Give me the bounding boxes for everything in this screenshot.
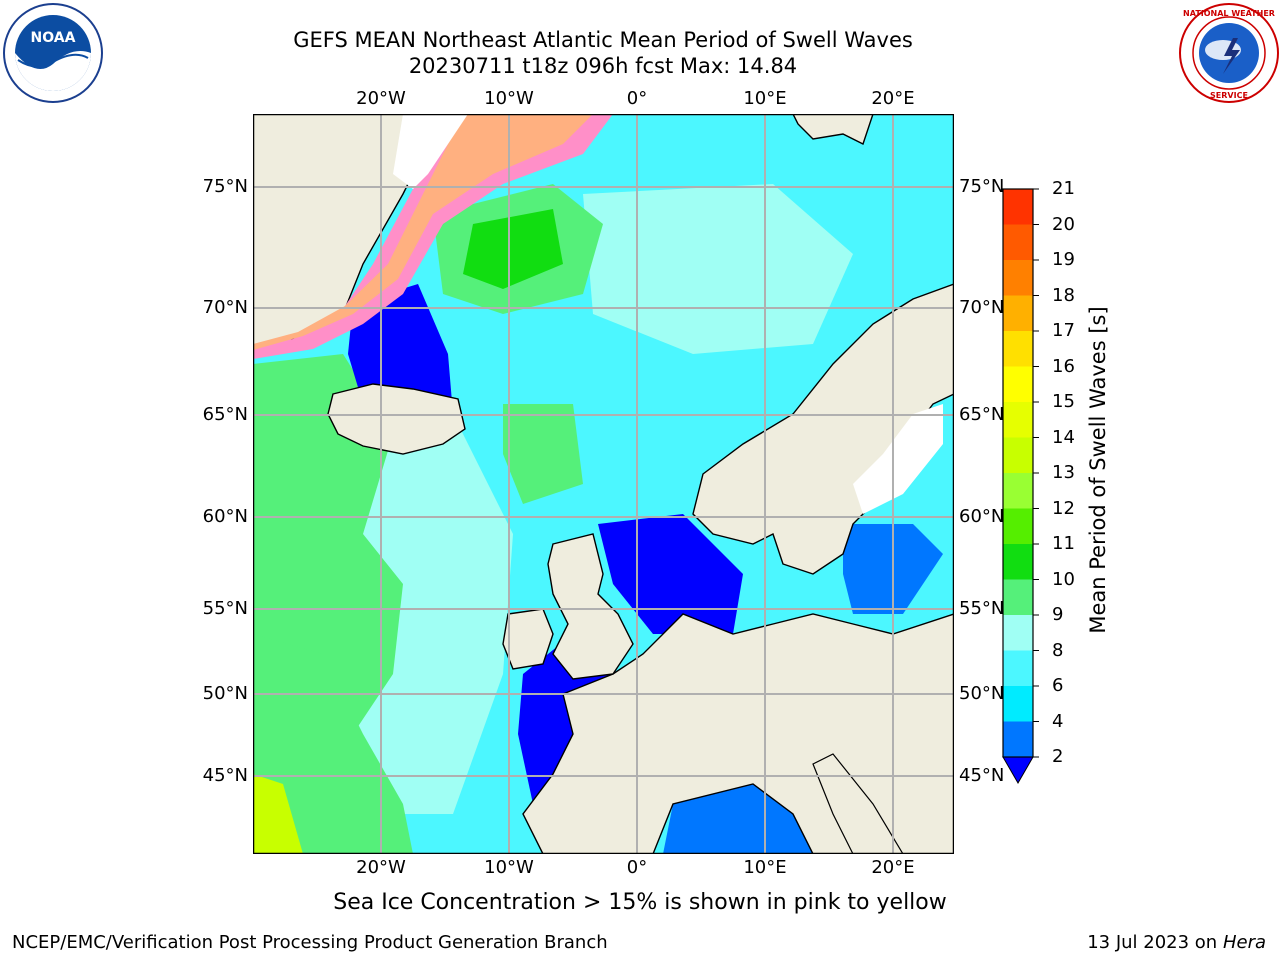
swell-blue-zone-iceland-north — [348, 284, 453, 414]
colorbar-segment — [1003, 402, 1033, 438]
lat-tick-left-70n: 70°N — [202, 297, 248, 318]
lat-tick-right-55n: 55°N — [959, 598, 1005, 619]
colorbar-segment — [1003, 579, 1033, 615]
colorbar-tick-label: 16 — [1052, 355, 1075, 377]
lon-tick-top-20e: 20°E — [871, 88, 915, 109]
swell-green-zone-south — [253, 634, 413, 854]
lon-tick-bottom-10w: 10°W — [484, 857, 534, 878]
lat-tick-left-45n: 45°N — [202, 765, 248, 786]
land-iceland — [327, 383, 466, 455]
lat-tick-left-60n: 60°N — [202, 506, 248, 527]
lat-tick-right-45n: 45°N — [959, 765, 1005, 786]
sea-ice-pack — [393, 114, 468, 189]
colorbar-tick-label: 9 — [1052, 604, 1064, 625]
colorbar-segment — [1003, 721, 1033, 757]
colorbar-segment — [1003, 189, 1033, 225]
lon-tick-top-20w: 20°W — [356, 88, 406, 109]
lon-tick-top-0: 0° — [626, 88, 648, 109]
nws-logo: NATIONAL WEATHER SERVICE — [1179, 3, 1279, 103]
swell-green-zone-north-core — [463, 209, 563, 289]
lat-tick-right-60n: 60°N — [959, 506, 1005, 527]
sea-ice-edge-inner — [253, 114, 593, 350]
lat-tick-left-50n: 50°N — [202, 683, 248, 704]
colorbar-tick-label: 8 — [1052, 639, 1064, 661]
colorbar-segment — [1003, 615, 1033, 651]
lon-tick-top-10e: 10°E — [743, 88, 787, 109]
svg-text:NATIONAL WEATHER: NATIONAL WEATHER — [1183, 9, 1275, 18]
lat-tick-right-75n: 75°N — [959, 176, 1005, 197]
lat-tick-left-65n: 65°N — [202, 404, 248, 425]
colorbar-segment — [1003, 331, 1033, 367]
swell-blue-zone-north-sea — [598, 514, 743, 634]
lon-tick-bottom-10e: 10°E — [743, 857, 787, 878]
colorbar — [1002, 188, 1039, 785]
colorbar-segment — [1003, 508, 1033, 544]
colorbar-extend-arrow — [1002, 756, 1034, 785]
land-svalbard — [792, 114, 874, 145]
colorbar-title: Mean Period of Swell Waves [s] — [1086, 306, 1110, 634]
footer-date: 13 Jul 2023 on Hera — [1087, 932, 1266, 953]
lon-tick-bottom-20e: 20°E — [871, 857, 915, 878]
lon-tick-bottom-20w: 20°W — [356, 857, 406, 878]
colorbar-tick-label: 20 — [1052, 213, 1075, 235]
svg-text:NOAA: NOAA — [31, 30, 76, 46]
land-italy — [812, 753, 904, 854]
svg-text:SERVICE: SERVICE — [1210, 91, 1248, 100]
noaa-logo: NOAA — [3, 3, 103, 103]
lat-tick-left-75n: 75°N — [202, 176, 248, 197]
lat-tick-right-65n: 65°N — [959, 404, 1005, 425]
footer-date-text: 13 Jul 2023 on — [1087, 932, 1223, 953]
sea-ice-note: Sea Ice Concentration > 15% is shown in … — [333, 890, 947, 915]
colorbar-tick-label: 21 — [1052, 178, 1075, 199]
lon-tick-top-10w: 10°W — [484, 88, 534, 109]
colorbar-segment — [1003, 366, 1033, 402]
colorbar-segment — [1003, 544, 1033, 580]
colorbar-tick-label: 13 — [1052, 462, 1075, 483]
colorbar-tick-label: 10 — [1052, 568, 1075, 590]
swell-green-zone-mid — [503, 404, 583, 504]
colorbar-segment — [1003, 295, 1033, 331]
colorbar-tick-label: 19 — [1052, 249, 1075, 270]
colorbar-tick-label: 2 — [1052, 746, 1064, 767]
colorbar-tick-label: 12 — [1052, 497, 1075, 519]
footer-machine: Hera — [1222, 932, 1266, 953]
swell-light-cyan-zone — [583, 184, 853, 354]
colorbar-tick-label: 18 — [1052, 284, 1075, 306]
colorbar-tick-label: 4 — [1052, 710, 1064, 732]
colorbar-segment — [1003, 437, 1033, 473]
colorbar-segment — [1003, 473, 1033, 509]
gulf-of-bothnia — [853, 404, 943, 514]
colorbar-tick-label: 17 — [1052, 320, 1075, 341]
colorbar-tick-label: 14 — [1052, 426, 1075, 448]
land-great-britain — [547, 533, 634, 680]
colorbar-segment — [1003, 650, 1033, 686]
graticule — [253, 114, 954, 854]
colorbar-tick-label: 6 — [1052, 675, 1064, 696]
chart-subtitle: 20230711 t18z 096h fcst Max: 14.84 — [408, 54, 798, 78]
lat-tick-left-55n: 55°N — [202, 598, 248, 619]
map-frame — [253, 114, 954, 854]
footer-credit: NCEP/EMC/Verification Post Processing Pr… — [12, 932, 608, 953]
lat-tick-right-70n: 70°N — [959, 297, 1005, 318]
sea-ice-edge — [253, 114, 613, 359]
colorbar-segment — [1003, 224, 1033, 260]
colorbar-segment — [1003, 686, 1033, 722]
lon-tick-bottom-0: 0° — [626, 857, 648, 878]
chart-title: GEFS MEAN Northeast Atlantic Mean Period… — [293, 28, 913, 52]
swell-period-map — [253, 114, 954, 854]
colorbar-tick-label: 11 — [1052, 533, 1075, 554]
swell-lime-zone — [253, 774, 303, 854]
lat-tick-right-50n: 50°N — [959, 683, 1005, 704]
colorbar-segment — [1003, 260, 1033, 296]
colorbar-tick-label: 15 — [1052, 391, 1075, 412]
